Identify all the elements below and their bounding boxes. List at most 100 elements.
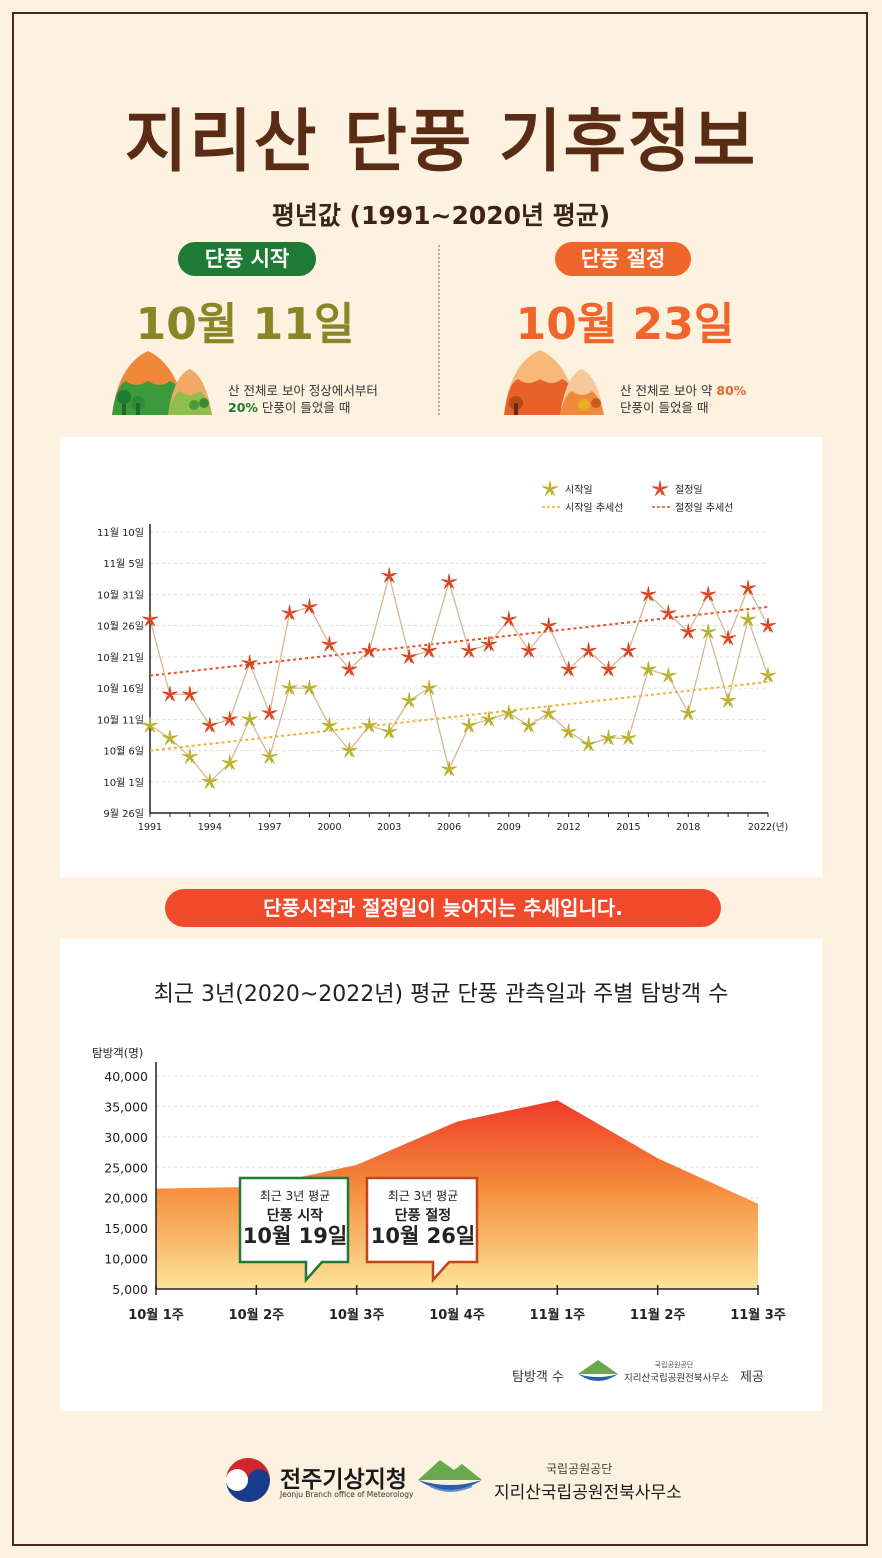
kma-logo-icon (226, 1458, 270, 1502)
peak-point (361, 642, 378, 658)
chart1-y-tick: 10월 6일 (103, 746, 144, 758)
credit-org-small: 국립공원공단 (654, 1361, 694, 1369)
start-point (361, 717, 378, 733)
chart1-y-tick: 10월 26일 (97, 621, 144, 633)
start-point (600, 729, 617, 745)
callout-start-date: 10월 19일 (242, 1224, 348, 1248)
footer-park-name: 지리산국립공원전북사무소 (494, 1483, 682, 1503)
start-point (142, 717, 158, 733)
peak-point (460, 642, 477, 658)
chart1-x-tick: 1997 (258, 822, 282, 833)
peak-description: 산 전체로 보아 약 80% 단풍이 들었을 때 (620, 383, 747, 415)
peak-point (600, 660, 617, 677)
start-point (700, 623, 717, 639)
legend-trend-start: 시작일 추세선 (565, 502, 623, 514)
start-point (341, 742, 358, 758)
callout-start-box (238, 1176, 350, 1284)
start-date: 10월 11일 (135, 299, 355, 350)
peak-point (760, 617, 776, 633)
chart1-y-tick: 10월 16일 (97, 683, 144, 695)
page-title: 지리산 단풍 기후정보 (124, 103, 758, 182)
chart1-x-tick: 2009 (497, 822, 521, 833)
chart1-x-tick: 2022(년) (748, 822, 788, 833)
chart2-x-tick: 10월 3주 (329, 1307, 385, 1323)
footer-kma-name: 전주기상지청 (280, 1467, 407, 1493)
start-point (660, 667, 677, 683)
peak-point (680, 623, 697, 639)
chart2-y-tick: 15,000 (104, 1221, 148, 1236)
green-mountain-icon (112, 351, 212, 415)
visitor-area-chart: 40,000 35,000 30,000 25,000 20,000 15,000 10,0… (92, 1046, 786, 1323)
peak-point (341, 660, 358, 677)
chart2-y-tick: 40,000 (104, 1069, 148, 1084)
peak-point (381, 567, 398, 583)
chart1-x-tick: 2012 (557, 822, 581, 833)
peak-point (401, 648, 418, 664)
callout-peak-title: 최근 3년 평균 (387, 1189, 459, 1203)
peak-point (301, 598, 318, 614)
chart1-y-tick: 10월 31일 (97, 589, 144, 601)
park-logo-small-icon (578, 1360, 618, 1381)
chart2-x-tick: 11월 3주 (730, 1307, 786, 1323)
callout-peak-date: 10월 26일 (370, 1224, 476, 1248)
legend-trend-peak: 절정일 추세선 (675, 501, 733, 514)
chart2-x-tick: 11월 2주 (630, 1307, 686, 1323)
start-point (540, 704, 557, 720)
start-point (201, 773, 218, 789)
chart1-x-tick: 2006 (437, 822, 461, 833)
chart2-y-label: 탐방객(명) (92, 1046, 143, 1060)
start-point (760, 667, 776, 683)
chart2-y-tick: 25,000 (104, 1160, 148, 1175)
peak-point (181, 685, 198, 702)
chart1-x-tick: 2000 (317, 822, 341, 833)
peak-point (620, 642, 637, 658)
chart1-x-tick: 2015 (616, 822, 640, 833)
trend-banner: 단풍시작과 절정일이 늦어지는 추세입니다. (165, 889, 721, 927)
peak-point (142, 611, 158, 627)
legend-peak-leaf-icon (652, 480, 668, 496)
start-badge: 단풍 시작 (178, 242, 316, 276)
credit-provided: 제공 (740, 1370, 764, 1385)
callout-start-title: 최근 3년 평균 (259, 1189, 331, 1203)
callout-peak-box (365, 1176, 479, 1284)
chart2-y-tick: 10,000 (104, 1252, 148, 1267)
start-point (381, 723, 398, 739)
peak-point (261, 704, 278, 720)
callout-start-label: 단풍 시작 (266, 1208, 324, 1224)
start-point (181, 748, 198, 764)
chart2-x-tick: 10월 4주 (429, 1307, 485, 1323)
callout-start: 최근 3년 평균 단풍 시작 10월 19일 (240, 1186, 350, 1248)
callout-peak: 최근 3년 평균 단풍 절정 10월 26일 (367, 1186, 479, 1248)
peak-point (161, 685, 178, 702)
start-point (401, 692, 418, 708)
peak-date: 10월 23일 (515, 299, 735, 350)
peak-point (660, 604, 677, 621)
peak-point (241, 654, 258, 671)
peak-point (221, 710, 238, 727)
section-divider (438, 245, 440, 415)
chart2-x-tick: 10월 2주 (229, 1307, 285, 1323)
peak-point (740, 579, 757, 596)
peak-point (520, 642, 537, 658)
peak-point (281, 604, 298, 621)
peak-point (441, 573, 458, 589)
page-frame (12, 12, 868, 1546)
peak-point (421, 642, 438, 658)
legend-start: 시작일 (565, 484, 593, 496)
chart1-y-tick: 10월 11일 (97, 714, 144, 726)
page-subtitle: 평년값 (1991~2020년 평균) (271, 201, 611, 230)
peak-point (560, 660, 577, 677)
start-point (680, 704, 697, 720)
start-point (301, 679, 318, 696)
chart2-x-tick: 11월 1주 (530, 1307, 586, 1323)
peak-point (321, 635, 338, 652)
peak-point (720, 629, 737, 646)
chart2-x-tick: 10월 1주 (128, 1307, 184, 1323)
credit-label: 탐방객 수 (512, 1370, 564, 1385)
legend-start-leaf-icon (542, 480, 558, 496)
peak-point (201, 717, 218, 733)
chart2-y-tick: 5,000 (112, 1282, 148, 1297)
footer-park-small: 국립공원공단 (546, 1462, 613, 1476)
legend-peak: 절정일 (675, 483, 703, 496)
chart1-y-tick: 11월 5일 (103, 558, 144, 570)
